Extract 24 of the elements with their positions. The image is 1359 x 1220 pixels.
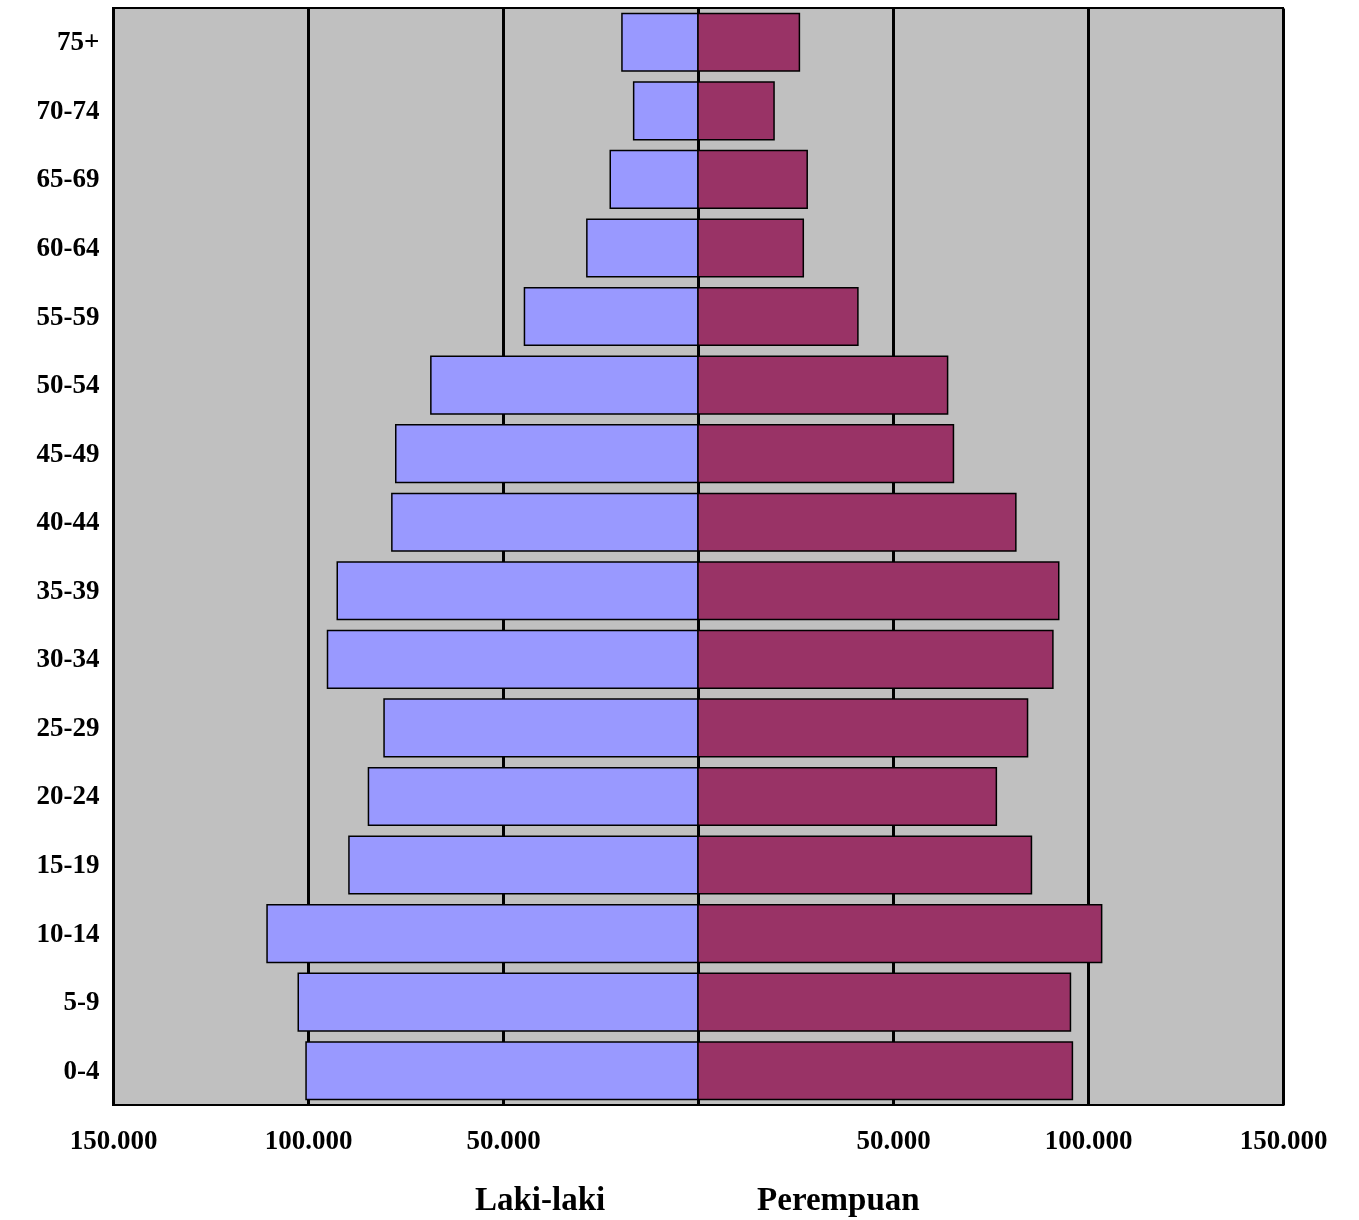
y-tick-label: 10-14	[36, 917, 100, 948]
y-tick-label: 75+	[57, 26, 100, 57]
x-tick-label: 100.000	[264, 1124, 353, 1155]
y-tick-label: 20-24	[36, 780, 100, 811]
x-tick-label: 100.000	[1044, 1124, 1133, 1155]
x-tick-label: 50.000	[466, 1124, 541, 1155]
y-tick-label: 15-19	[36, 849, 100, 880]
y-tick-label: 50-54	[36, 369, 100, 400]
y-tick-label: 45-49	[36, 437, 100, 468]
x-tick-label: 150.000	[69, 1124, 158, 1155]
y-tick-label: 60-64	[36, 231, 100, 262]
y-tick-label: 0-4	[63, 1054, 100, 1085]
y-tick-label: 35-39	[36, 574, 100, 605]
y-tick-label: 55-59	[36, 300, 100, 331]
y-tick-label: 25-29	[36, 711, 100, 742]
x-tick-label: 150.000	[1239, 1124, 1328, 1155]
x-tick-label: 50.000	[856, 1124, 931, 1155]
text: Laki-laki	[474, 1181, 606, 1217]
y-tick-label: 5-9	[63, 986, 100, 1017]
y-tick-label: 65-69	[36, 163, 100, 194]
y-tick-label: 40-44	[36, 506, 100, 537]
y-tick-label: 70-74	[36, 94, 100, 125]
y-tick-label: 30-34	[36, 643, 100, 674]
text: Perempuan	[757, 1181, 920, 1217]
